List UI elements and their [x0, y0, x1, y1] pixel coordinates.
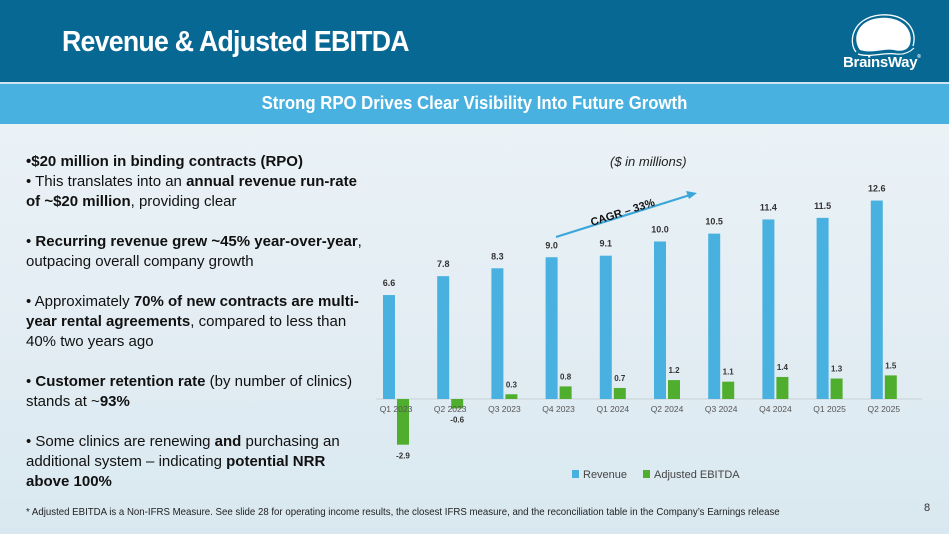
- page-number: 8: [924, 502, 931, 514]
- revenue-bar: [383, 295, 395, 399]
- revenue-bar: [437, 276, 450, 399]
- x-tick-label: Q1 2024: [596, 404, 629, 414]
- bullet-text: (by number of clinics) stands at ~: [26, 373, 353, 410]
- revenue-data-label: 7.8: [437, 259, 450, 269]
- bullet-text-bold: •$20 million in binding contracts (RPO): [26, 153, 303, 170]
- cagr-arrowhead-icon: [686, 191, 697, 199]
- bullet-item: • This translates into an annual revenue…: [26, 172, 371, 212]
- brainsway-logo-icon: [851, 14, 915, 57]
- bullet-item: • Approximately 70% of new contracts are…: [26, 292, 371, 352]
- legend-swatch-revenue: [572, 470, 579, 478]
- bullet-text: • Some clinics are renewing: [26, 433, 215, 450]
- x-tick-label: Q2 2024: [651, 404, 684, 414]
- units-label: ($ in millions): [610, 154, 687, 169]
- bullet-text: •: [26, 233, 36, 250]
- bullet-text-bold: Customer retention rate: [35, 373, 206, 390]
- ebitda-bar: [559, 386, 572, 399]
- bullet-text-bold: 93%: [99, 393, 130, 410]
- revenue-data-label: 10.5: [705, 217, 723, 227]
- bullet-text-bold: and: [214, 433, 242, 450]
- x-tick-label: Q4 2024: [759, 404, 792, 414]
- ebitda-bar: [613, 387, 626, 399]
- ebitda-bar: [884, 375, 897, 399]
- legend-label-revenue: Revenue: [583, 469, 627, 481]
- ebitda-bar: [830, 378, 843, 399]
- bullet-text-bold: potential NRR above 100%: [26, 453, 326, 490]
- bullet-text-bold: 70% of new contracts are multi-year rent…: [26, 293, 359, 330]
- cagr-arrow-line: [555, 193, 691, 239]
- ebitda-data-label: 0.7: [614, 374, 626, 383]
- ebitda-data-label: -2.9: [396, 452, 410, 461]
- x-tick-label: Q1 2025: [813, 404, 846, 414]
- ebitda-bar: [397, 399, 409, 445]
- legend-swatch-ebitda: [643, 470, 650, 478]
- bullet-text: purchasing an additional system – indica…: [26, 433, 340, 470]
- revenue-bar: [491, 268, 504, 399]
- bullet-item: • Customer retention rate (by number of …: [26, 372, 371, 412]
- revenue-bar: [708, 233, 721, 399]
- bullet-text-bold: annual revenue run-rate of ~$20 million: [26, 173, 357, 210]
- revenue-bar: [762, 219, 775, 399]
- ebitda-data-label: 1.2: [668, 366, 680, 375]
- bullet-text: • This translates into an: [26, 173, 187, 190]
- bullet-list: •$20 million in binding contracts (RPO) •…: [26, 152, 371, 512]
- revenue-data-label: 6.6: [383, 278, 396, 288]
- bullet-text-bold: Recurring revenue grew ~45% year-over-ye…: [35, 233, 358, 250]
- revenue-data-label: 10.0: [651, 225, 669, 235]
- x-tick-label: Q4 2023: [542, 404, 575, 414]
- bullet-item: •$20 million in binding contracts (RPO): [26, 152, 371, 172]
- bullet-text: •: [26, 373, 36, 390]
- revenue-bar: [654, 241, 666, 399]
- revenue-bar: [545, 257, 558, 399]
- revenue-data-label: 11.5: [814, 201, 831, 211]
- bullet-text: , outpacing overall company growth: [26, 233, 362, 270]
- ebitda-data-label: 1.4: [777, 363, 789, 372]
- revenue-bar: [816, 217, 829, 399]
- revenue-data-label: 9.1: [600, 239, 613, 249]
- ebitda-bar: [505, 394, 518, 399]
- revenue-bar: [599, 255, 612, 399]
- header-bar: [0, 0, 949, 82]
- ebitda-data-label: 1.5: [885, 361, 897, 370]
- ebitda-data-label: 1.1: [723, 368, 735, 377]
- page-title: Revenue & Adjusted EBITDA: [62, 26, 410, 58]
- ebitda-data-label: -0.6: [450, 415, 464, 424]
- bullet-item: • Some clinics are renewing and purchasi…: [26, 432, 371, 492]
- cagr-annotation: CAGR – 33%: [589, 197, 656, 229]
- x-tick-label: Q3 2023: [488, 404, 521, 414]
- logo-wordmark: BrainsWay: [843, 54, 918, 71]
- subtitle-bar: [0, 84, 949, 124]
- ebitda-bar: [451, 399, 464, 409]
- header-divider: [0, 82, 949, 84]
- bullet-text: , compared to less than 40% two years ag…: [26, 313, 347, 350]
- ebitda-bar: [668, 380, 680, 399]
- x-tick-label: Q2 2025: [867, 404, 900, 414]
- footnote: * Adjusted EBITDA is a Non-IFRS Measure.…: [26, 506, 780, 518]
- legend-label-ebitda: Adjusted EBITDA: [654, 469, 740, 481]
- bullet-text: , providing clear: [130, 193, 237, 210]
- subtitle: Strong RPO Drives Clear Visibility Into …: [261, 93, 688, 113]
- logo-text: BrainsWay®: [843, 54, 921, 71]
- revenue-bar: [870, 200, 883, 399]
- x-tick-label: Q2 2023: [434, 404, 467, 414]
- bullet-item: • Recurring revenue grew ~45% year-over-…: [26, 232, 371, 272]
- ebitda-data-label: 0.8: [560, 372, 572, 381]
- revenue-data-label: 9.0: [545, 240, 558, 250]
- slide-background: [0, 120, 949, 534]
- revenue-data-label: 8.3: [491, 251, 504, 261]
- revenue-data-label: 11.4: [760, 202, 777, 212]
- x-tick-label: Q3 2024: [705, 404, 738, 414]
- ebitda-bar: [722, 381, 735, 399]
- bullet-text: • Approximately: [26, 293, 134, 310]
- registered-mark: ®: [917, 54, 921, 60]
- revenue-data-label: 12.6: [868, 184, 886, 194]
- x-tick-label: Q1 2023: [380, 404, 413, 414]
- ebitda-data-label: 0.3: [506, 380, 518, 389]
- ebitda-data-label: 1.3: [831, 365, 843, 374]
- ebitda-bar: [776, 376, 789, 399]
